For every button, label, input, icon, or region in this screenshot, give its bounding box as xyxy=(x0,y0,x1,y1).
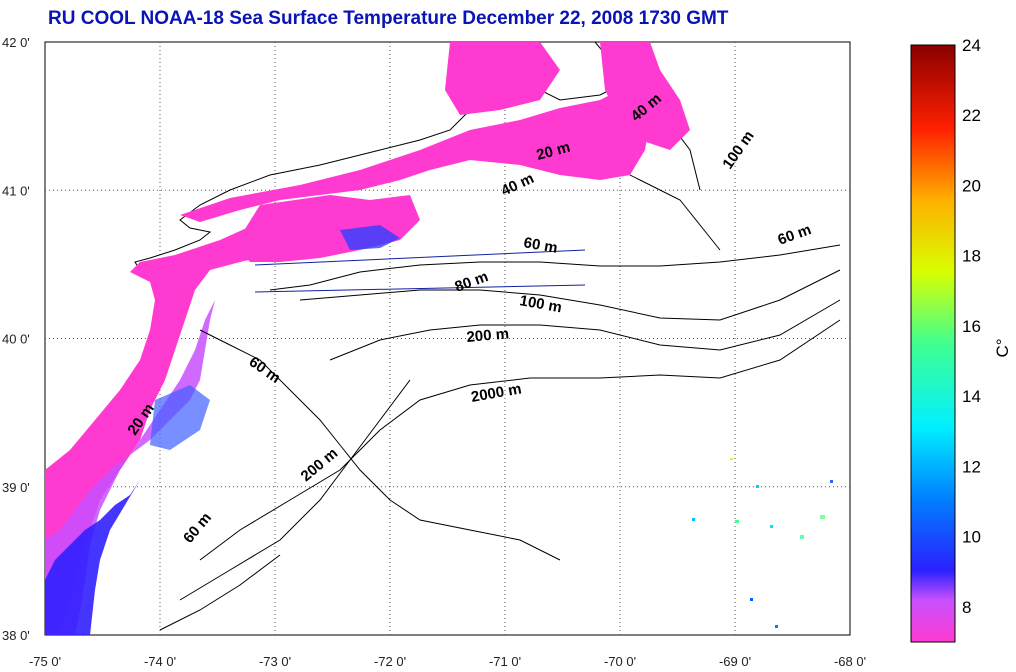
latitude-tick-labels: 42 0' 41 0' 40 0' 39 0' 38 0' xyxy=(2,35,30,643)
colorbar xyxy=(910,44,956,643)
colorbar-unit-label: C° xyxy=(993,338,1012,357)
colorbar-tick-label: 22 xyxy=(962,106,981,125)
lat-tick-label: 39 0' xyxy=(2,480,30,495)
sst-coastal-band xyxy=(45,42,690,635)
colorbar-tick-label: 24 xyxy=(962,36,981,55)
colorbar-tick-label: 12 xyxy=(962,457,981,476)
lat-tick-label: 38 0' xyxy=(2,628,30,643)
lon-tick-label: -70 0' xyxy=(604,654,636,669)
colorbar-tick-label: 10 xyxy=(962,528,981,547)
bathymetry-contours xyxy=(159,244,841,631)
lon-tick-label: -73 0' xyxy=(259,654,291,669)
longitude-tick-labels: -75 0' -74 0' -73 0' -72 0' -71 0' -70 0' -69 … xyxy=(29,654,866,669)
lon-tick-label: -72 0' xyxy=(374,654,406,669)
colorbar-tick-label: 8 xyxy=(962,598,971,617)
colorbar-tick-label: 14 xyxy=(962,387,981,406)
colorbar-tick-label: 20 xyxy=(962,176,981,195)
colorbar-tick-labels: 24 22 20 18 16 14 12 10 8 xyxy=(962,36,981,617)
lon-tick-label: -68 0' xyxy=(834,654,866,669)
lon-tick-label: -71 0' xyxy=(489,654,521,669)
colorbar-tick-label: 16 xyxy=(962,317,981,336)
contour-label: 60 m xyxy=(522,234,559,257)
lat-tick-label: 42 0' xyxy=(2,35,30,50)
map-title: RU COOL NOAA-18 Sea Surface Temperature … xyxy=(48,8,729,29)
offshore-sst-pixels xyxy=(692,458,833,628)
lon-tick-label: -75 0' xyxy=(29,654,61,669)
lat-tick-label: 40 0' xyxy=(2,332,30,347)
glider-transects xyxy=(254,249,586,293)
contour-label: 200 m xyxy=(466,325,510,346)
lon-tick-label: -69 0' xyxy=(719,654,751,669)
lon-tick-label: -74 0' xyxy=(144,654,176,669)
lat-tick-label: 41 0' xyxy=(2,183,30,198)
colorbar-tick-label: 18 xyxy=(962,247,981,266)
